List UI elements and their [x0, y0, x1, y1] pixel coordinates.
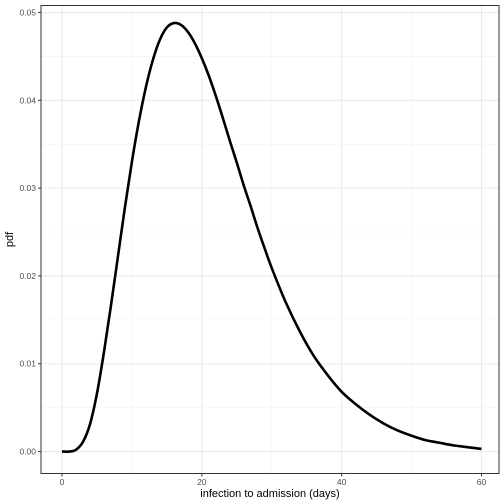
- plot-panel: [41, 5, 499, 474]
- x-tick-label: 20: [197, 477, 207, 487]
- x-tick-label: 60: [477, 477, 487, 487]
- y-tick-label: 0.02: [19, 271, 36, 281]
- y-tick-label: 0.03: [19, 183, 36, 193]
- y-axis: 0.00 0.01 0.02 0.03 0.04 0.05: [19, 8, 41, 457]
- plot-panel-border: [40, 5, 500, 474]
- y-tick-label: 0.00: [19, 447, 36, 457]
- y-tick-label: 0.05: [19, 8, 36, 18]
- x-tick-label: 40: [337, 477, 347, 487]
- y-tick-label: 0.04: [19, 95, 36, 105]
- y-tick-label: 0.01: [19, 359, 36, 369]
- pdf-series-line: [61, 21, 482, 453]
- x-axis-title: infection to admission (days): [200, 488, 339, 500]
- y-axis-title: pdf: [4, 231, 16, 247]
- x-axis: 0 20 40 60: [60, 473, 487, 487]
- x-tick-label: 0: [60, 477, 65, 487]
- minor-gridlines: [41, 5, 499, 474]
- major-gridlines: [41, 5, 499, 474]
- series-layer: [61, 21, 482, 453]
